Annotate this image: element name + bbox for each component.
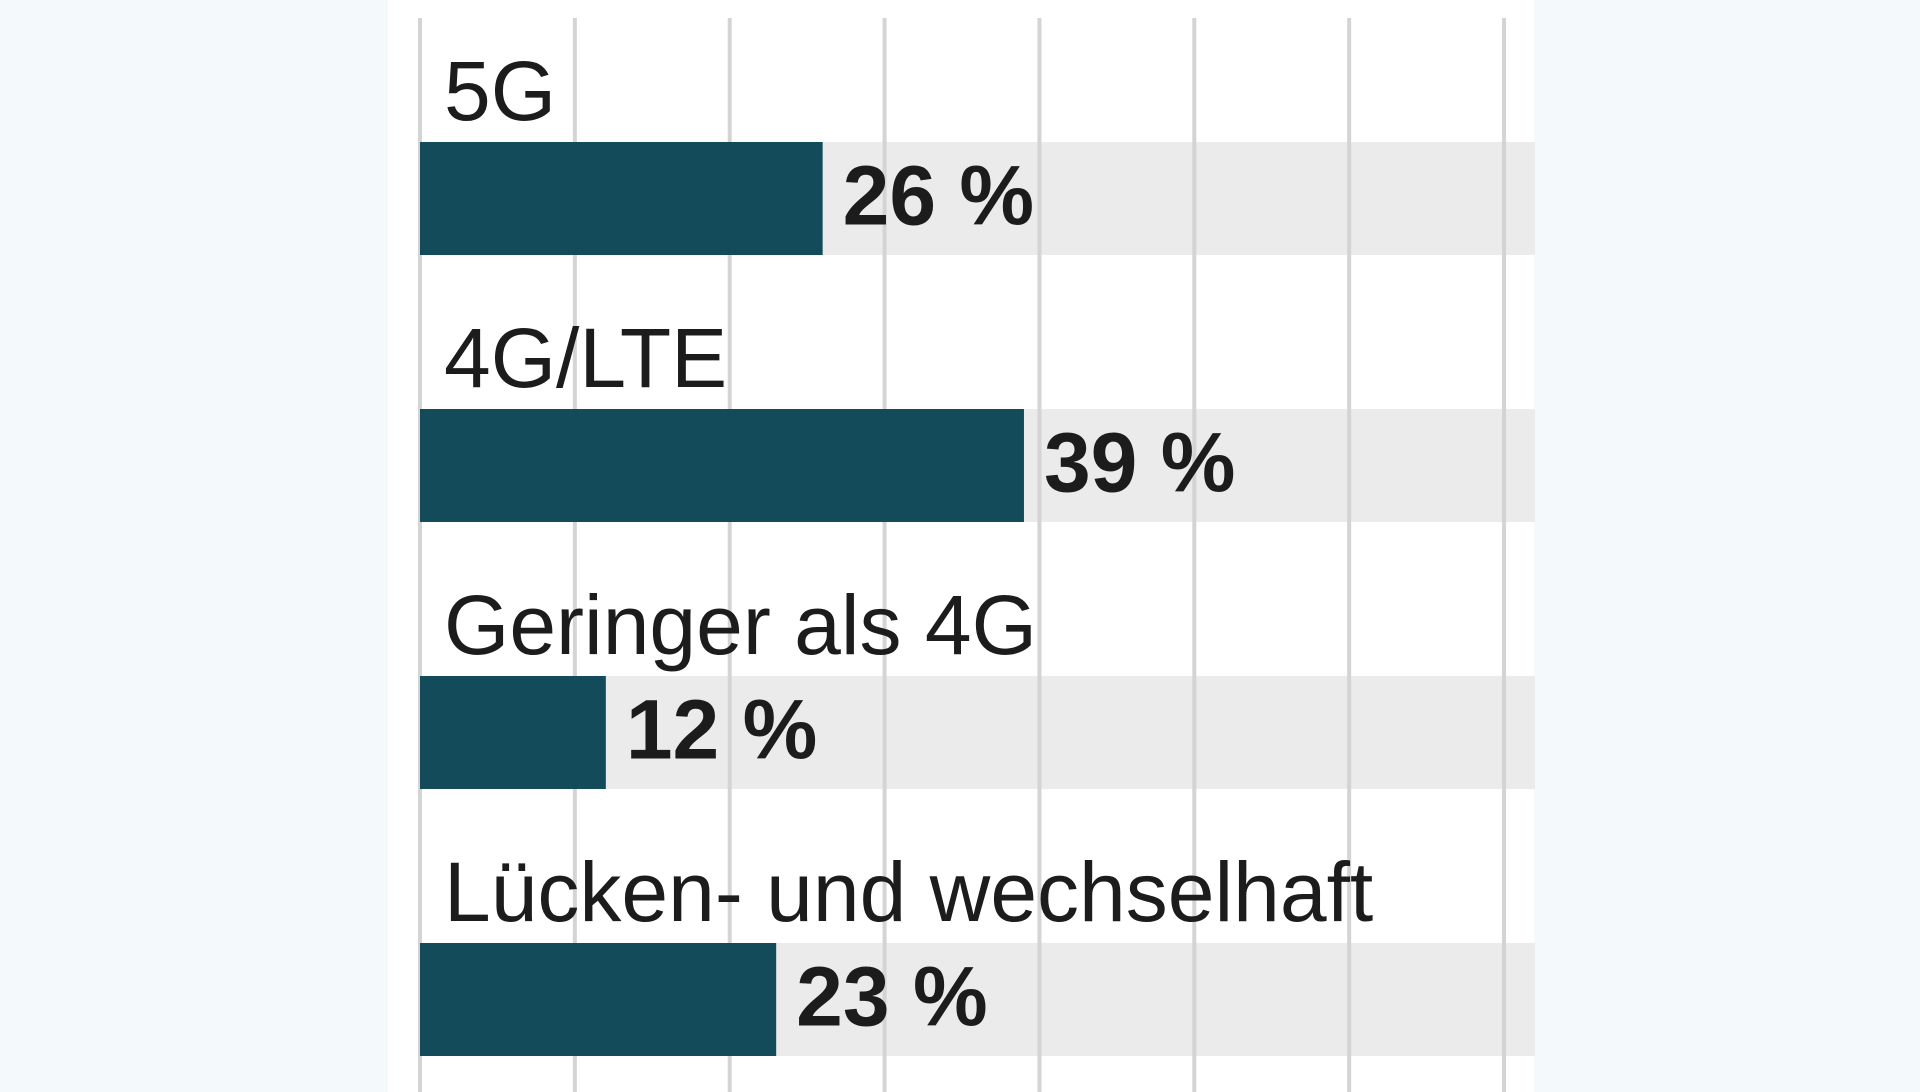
bar-layer: 5G 26 % 4G/LTE 39 %Geringer als 4G 12 % Lücke… [420, 44, 1373, 1056]
category-label: Geringer als 4G [444, 578, 1037, 672]
bar [420, 409, 1024, 522]
bar [420, 943, 777, 1056]
category-label: 5G [444, 44, 556, 138]
category-label: Lücken- und wechselhaft [444, 845, 1373, 939]
category-label: 4G/LTE [444, 311, 727, 405]
value-label: 23 % [796, 950, 987, 1044]
value-label: 12 % [626, 683, 817, 777]
bar [420, 676, 606, 789]
bar [420, 142, 823, 255]
value-label: 26 % [843, 149, 1034, 243]
value-label: 39 % [1044, 416, 1235, 510]
